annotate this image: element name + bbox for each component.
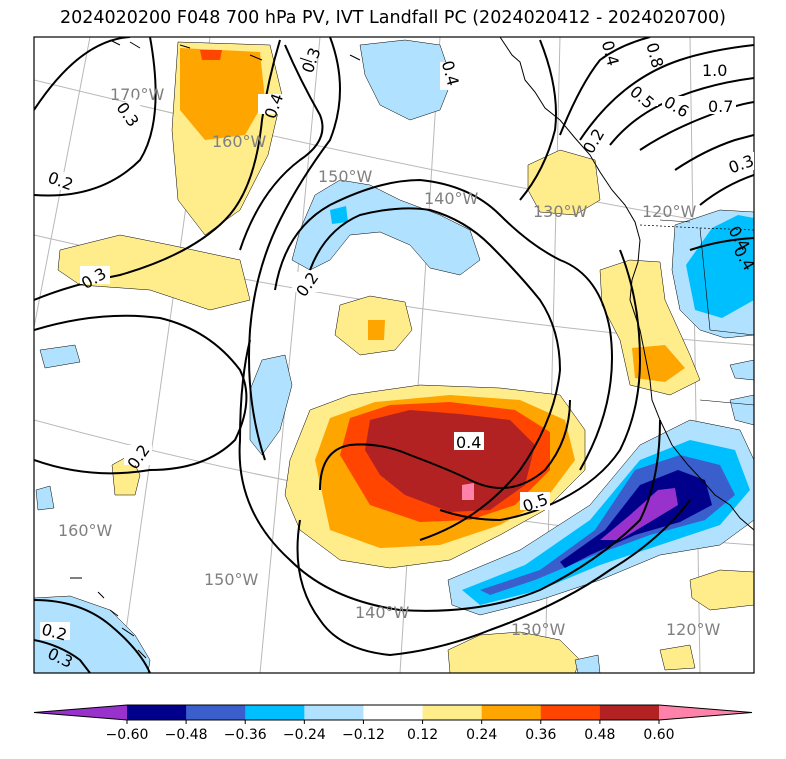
longitude-labels: 170°W 160°W 150°W 140°W 130°W 120°W 160°… [58,85,721,639]
contour-label: 1.0 [702,61,727,80]
colorbar-segment [245,705,305,720]
map-title: 2024020200 F048 700 hPa PV, IVT Landfall… [59,8,727,28]
shade-lightblue-south-small [574,654,601,673]
shade-orange-north [180,48,265,140]
shade-yellow-southeast [689,569,754,611]
shading-negative [34,39,754,673]
coastline-alaska-bc [499,37,641,301]
coastline-pacific-nw [629,299,754,531]
shade-yellow-south-small [659,644,696,671]
lon-label: 130°W [533,202,588,221]
colorbar-segment [540,705,601,720]
contour-label: 0.4 [456,433,481,452]
lon-label: 150°W [318,167,373,186]
shade-orangered-north [200,50,222,60]
lon-label: 130°W [511,620,566,639]
shade-orange-center [368,320,385,340]
map-frame [33,36,755,674]
colorbar-segment [481,705,542,720]
colorbar-tick-label: 0.12 [407,727,438,743]
colorbar: −0.60 −0.48 −0.36 −0.24 −0.12 0.12 0.24 0.36 0.4… [33,704,753,743]
colorbar-tick-label: −0.24 [283,727,326,743]
map-panel [34,37,754,673]
lon-label: 120°W [666,620,721,639]
coastline-aleutians [109,39,361,63]
shade-lightblue-gulf [359,39,453,121]
colorbar-extend-min [34,705,127,720]
shade-yellow-coast-north [527,149,601,216]
shade-lightblue-west-small [39,344,81,369]
shade-yellow-west [57,234,251,311]
shade-lightblue-mid [291,179,481,276]
state-borders [659,219,754,406]
lon-label: 140°W [424,189,479,208]
colorbar-segment [186,705,246,720]
colorbar-segment [363,705,424,720]
colorbar-segment [127,705,187,720]
lon-label: 150°W [204,570,259,589]
coastlines [70,37,754,659]
lon-label: 170°W [110,85,165,104]
shade-lightblue-east-small [729,359,754,381]
colorbar-tick-label: −0.36 [224,727,267,743]
colorbar-tick-label: −0.48 [165,727,208,743]
shade-purple-ar [600,488,678,540]
shade-lightblue-west-tiny [35,485,55,511]
colorbar-tick-label: 0.24 [466,727,497,743]
shade-lightblue-southwest [34,595,151,673]
shade-blue-mid [330,206,348,224]
colorbar-tick-label: 0.48 [584,727,615,743]
lon-label: 160°W [58,521,113,540]
lon-label: 140°W [355,603,410,622]
colorbar-tick-label: −0.60 [106,727,149,743]
shade-lightblue-east-coast [729,394,754,426]
colorbar-segment [304,705,364,720]
shade-yellow-south [447,631,581,673]
colorbar-segment [422,705,483,720]
colorbar-tick-label: −0.12 [342,727,385,743]
lon-label: 160°W [212,132,267,151]
contour-label: 0.7 [708,97,733,116]
shading-positive [57,41,754,673]
shade-pink-main [462,483,474,500]
colorbar-tick-label: 0.60 [643,727,674,743]
shade-lightblue-west [249,354,293,456]
shade-blue-east [686,215,754,318]
coastline-hawaii [70,577,147,659]
colorbar-segment [599,705,660,720]
colorbar-tick-label: 0.36 [525,727,556,743]
colorbar-extend-max [659,705,752,720]
contour-label-halos [40,58,754,640]
lon-label: 120°W [642,202,697,221]
